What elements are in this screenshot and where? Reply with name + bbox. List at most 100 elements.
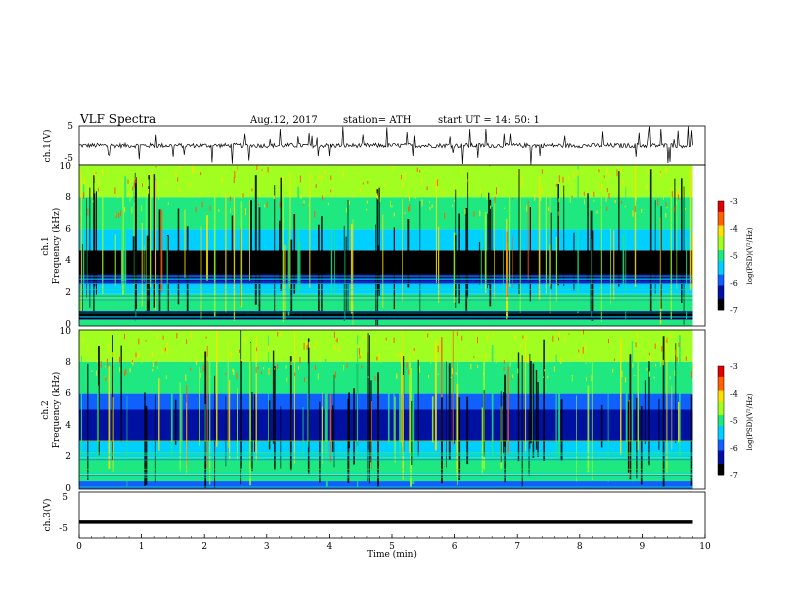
spec1-speck-183 <box>428 201 430 204</box>
spec2-speck-65 <box>156 335 158 340</box>
spec2-speck-246 <box>692 365 694 370</box>
spec1-streak-116 <box>686 238 688 323</box>
ch1-spectrogram-heatmap <box>79 165 694 326</box>
spec1-streak-100 <box>141 223 143 307</box>
spec1-speck-240 <box>231 176 233 178</box>
spec1-speck-157 <box>616 169 618 177</box>
spec2-speck-99 <box>286 377 288 382</box>
spec1-speck-56 <box>622 179 624 185</box>
spec1-streak-134 <box>135 177 137 310</box>
spec1-speck-131 <box>124 207 126 213</box>
spec2-speck-72 <box>186 339 188 344</box>
spec1-streak-15 <box>435 178 437 284</box>
cb2-swatch-20 <box>718 420 724 424</box>
spec1-speck-259 <box>429 207 431 210</box>
spec2-streak-22 <box>227 338 229 448</box>
spec1-speck-44 <box>486 194 488 200</box>
spec2-speck-127 <box>635 342 637 348</box>
spec1-streak-95 <box>402 198 403 302</box>
ch1-spectrogram-frame <box>78 164 706 327</box>
cb2-swatch-14 <box>718 404 724 408</box>
spec1-speck-241 <box>135 167 137 170</box>
spec1-speck-37 <box>193 168 195 173</box>
spec2-speck-108 <box>209 376 211 378</box>
spec2-streak-27 <box>441 337 443 445</box>
cb2-swatch-38 <box>718 469 724 473</box>
spec1-speck-149 <box>325 184 327 187</box>
spec1-speck-242 <box>353 168 355 169</box>
spec1-speck-135 <box>322 195 324 201</box>
spec2-speck-199 <box>487 334 489 341</box>
spec2-speck-95 <box>517 368 519 374</box>
cb2-swatch-35 <box>718 461 724 465</box>
spec1-streak-110 <box>577 166 579 313</box>
spec1-speck-72 <box>400 175 402 180</box>
ch1-spectrogram-panel: 0 2 4 6 8 10 ch.1 Frequency (kHz) <box>41 162 706 330</box>
spec1-speck-97 <box>436 179 438 187</box>
spec2-streak-75 <box>268 400 271 450</box>
cb2-frame <box>717 365 725 476</box>
cb1-swatch-4 <box>718 211 724 215</box>
spec2-speck-192 <box>257 367 259 369</box>
spec2-speck-63 <box>166 342 168 347</box>
spec1-streak-113 <box>467 172 469 296</box>
spec2-speck-35 <box>477 336 478 344</box>
spec2-streak-111 <box>229 380 231 460</box>
spec2-speck-59 <box>198 345 200 349</box>
spec1-streak-74 <box>519 188 521 313</box>
ch1-spectrogram-ylabel: Frequency (kHz) <box>51 208 62 285</box>
spec1-band-8 <box>79 165 693 198</box>
spec2-speck-204 <box>161 347 163 354</box>
spec2-streak-86 <box>543 339 545 461</box>
spec2-speck-243 <box>528 357 530 363</box>
spec1-speck-104 <box>596 210 598 214</box>
spec1-speck-100 <box>315 184 317 188</box>
spec2-streak-48 <box>517 352 520 462</box>
header-start-time: start UT = 14: 50: 1 <box>438 115 540 126</box>
spec1-streak-87 <box>86 198 87 298</box>
spec1-speck-85 <box>226 189 228 194</box>
ch2-freq-tick-8: 8 <box>65 358 71 368</box>
spec1-speck-93 <box>521 179 523 187</box>
spec1-streak-4 <box>177 208 180 305</box>
spec2-speck-252 <box>544 369 546 372</box>
spec1-speck-7 <box>323 171 325 174</box>
spec2-speck-129 <box>419 366 421 373</box>
spec2-streak-51 <box>112 397 114 472</box>
spec1-speck-243 <box>95 172 97 174</box>
spec2-speck-198 <box>591 375 593 382</box>
spec2-speck-22 <box>659 349 661 356</box>
cb1-swatch-5 <box>718 214 724 218</box>
spec1-speck-156 <box>593 200 595 202</box>
spec2-speck-183 <box>188 333 190 339</box>
time-tick-label-0: 0 <box>76 542 82 552</box>
spec2-speck-151 <box>522 335 524 339</box>
spec2-speck-71 <box>524 340 526 342</box>
spec2-streak-29 <box>80 356 82 457</box>
spec2-speck-213 <box>141 356 142 363</box>
spec2-speck-240 <box>317 373 319 380</box>
ch3-waveform-ylabel: ch.3(V) <box>42 499 53 532</box>
ch1-colorbar-label: log(PSD)(V²/Hz) <box>746 227 754 284</box>
spec1-speck-60 <box>646 184 648 190</box>
spec1-speck-1 <box>241 194 243 199</box>
spec2-streak-19 <box>629 354 632 480</box>
cb2-swatch-8 <box>718 387 724 391</box>
spec2-streak-64 <box>216 330 218 447</box>
cb2-swatch-27 <box>718 439 724 443</box>
spec1-speck-30 <box>414 197 416 199</box>
spec2-speck-91 <box>105 376 107 381</box>
spec2-speck-175 <box>553 366 555 372</box>
spec1-speck-205 <box>471 165 473 168</box>
spec2-streak-8 <box>112 335 113 461</box>
cb1-swatch-19 <box>718 252 724 256</box>
spec1-band-2 <box>79 293 693 312</box>
spec1-speck-70 <box>342 171 344 178</box>
spec2-streak-15 <box>333 374 335 468</box>
spec1-streak-104 <box>93 175 95 312</box>
spec2-speck-196 <box>167 348 168 354</box>
cb2-swatch-0 <box>718 366 724 370</box>
spec2-speck-126 <box>336 337 338 343</box>
cb1-swatch-31 <box>718 285 724 289</box>
spec2-streak-112 <box>529 353 531 449</box>
